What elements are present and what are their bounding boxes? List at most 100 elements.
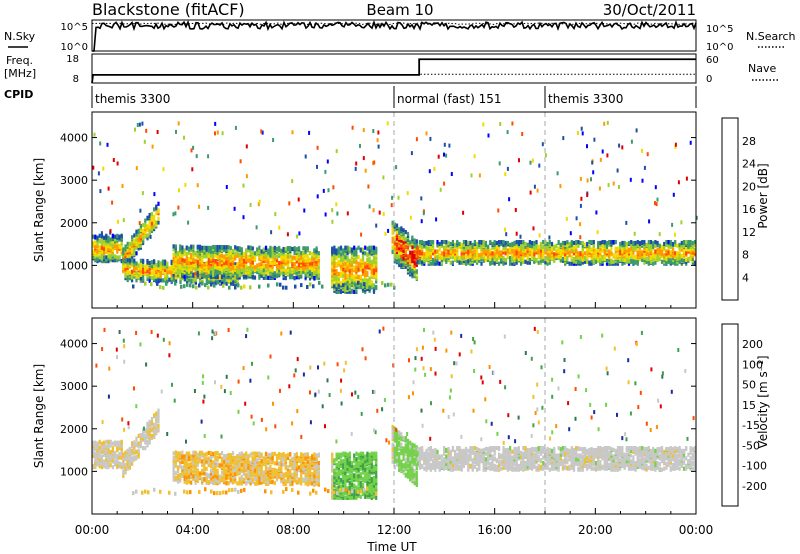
data-cell: [198, 255, 202, 260]
data-cell: [465, 240, 468, 245]
data-cell: [678, 245, 681, 250]
data-cell: [353, 285, 356, 290]
data-cell: [342, 278, 345, 283]
data-cell: [196, 251, 199, 256]
data-cell: [183, 274, 186, 279]
data-cell: [229, 266, 232, 271]
data-cell: [203, 262, 206, 267]
data-cell: [304, 250, 307, 255]
data-cell: [443, 240, 446, 245]
data-cell: [370, 284, 373, 289]
scatter-cell: [278, 225, 281, 230]
data-cell: [190, 269, 193, 275]
data-cell: [528, 260, 531, 265]
data-cell: [209, 468, 213, 473]
data-cell: [500, 250, 503, 255]
data-cell: [575, 244, 578, 249]
data-cell: [335, 274, 338, 279]
data-cell: [118, 255, 121, 260]
data-cell: [687, 243, 690, 248]
data-cell: [460, 247, 463, 252]
data-cell: [398, 250, 401, 255]
data-cell: [568, 246, 571, 251]
data-cell: [170, 272, 173, 277]
data-cell: [300, 250, 303, 256]
data-cell: [107, 451, 110, 457]
data-cell: [413, 263, 416, 268]
scatter-cell: [577, 131, 579, 135]
data-cell: [416, 255, 419, 261]
scatter-cell: [443, 142, 446, 147]
data-cell: [364, 272, 367, 277]
scatter-cell: [499, 122, 502, 126]
data-cell: [550, 241, 554, 247]
ground-cell: [390, 282, 393, 287]
data-cell: [544, 259, 547, 264]
data-cell: [192, 474, 195, 479]
data-cell: [317, 273, 320, 278]
data-cell: [166, 270, 169, 275]
scatter-cell: [612, 181, 615, 186]
data-cell: [689, 242, 692, 247]
data-cell: [614, 254, 617, 259]
scatter-cell: [272, 138, 275, 142]
data-cell: [370, 268, 373, 273]
data-cell: [144, 446, 147, 451]
data-cell: [434, 255, 437, 260]
data-cell: [267, 275, 270, 280]
data-cell: [196, 457, 199, 462]
data-cell: [404, 230, 407, 235]
data-cell: [205, 472, 208, 477]
data-cell: [225, 458, 228, 463]
data-cell: [212, 267, 215, 272]
data-cell: [209, 464, 213, 469]
scatter-cell: [207, 154, 210, 159]
freq-right-tick-top: 60: [706, 55, 719, 66]
data-cell: [187, 256, 191, 261]
scatter-cell: [586, 178, 589, 183]
data-cell: [185, 245, 188, 250]
scatter-cell: [336, 211, 339, 216]
data-cell: [289, 269, 292, 274]
data-cell: [559, 247, 562, 252]
data-cell: [153, 214, 156, 219]
data-cell: [216, 451, 219, 456]
scatter-cell: [514, 208, 517, 212]
data-cell: [176, 465, 180, 470]
scatter-cell: [242, 215, 245, 220]
noise-right-label: N.Search: [746, 30, 796, 43]
data-cell: [120, 259, 123, 264]
data-cell: [194, 463, 197, 468]
data-cell: [597, 253, 600, 258]
data-cell: [623, 240, 626, 246]
scatter-cell: [331, 219, 334, 224]
data-cell: [139, 243, 142, 248]
data-cell: [409, 243, 412, 248]
data-cell: [124, 462, 127, 467]
data-cell: [183, 248, 186, 253]
data-cell: [187, 469, 191, 474]
scatter-cell: [116, 161, 119, 166]
data-cell: [122, 247, 125, 252]
scatter-cell: [505, 232, 508, 237]
data-cell: [588, 260, 591, 265]
data-cell: [353, 274, 356, 279]
data-cell: [201, 459, 204, 464]
data-cell: [561, 248, 565, 253]
data-cell: [313, 275, 316, 280]
data-cell: [636, 240, 639, 245]
data-cell: [242, 257, 246, 262]
data-cell: [687, 256, 690, 262]
data-cell: [284, 253, 287, 258]
data-cell: [680, 254, 683, 259]
data-cell: [282, 246, 285, 252]
data-cell: [258, 245, 261, 250]
data-cell: [398, 246, 401, 251]
data-cell: [520, 250, 523, 255]
data-cell: [185, 255, 188, 260]
data-cell: [286, 254, 290, 259]
data-cell: [192, 263, 195, 268]
data-cell: [409, 254, 412, 259]
data-cell: [164, 259, 167, 264]
data-cell: [359, 278, 362, 283]
